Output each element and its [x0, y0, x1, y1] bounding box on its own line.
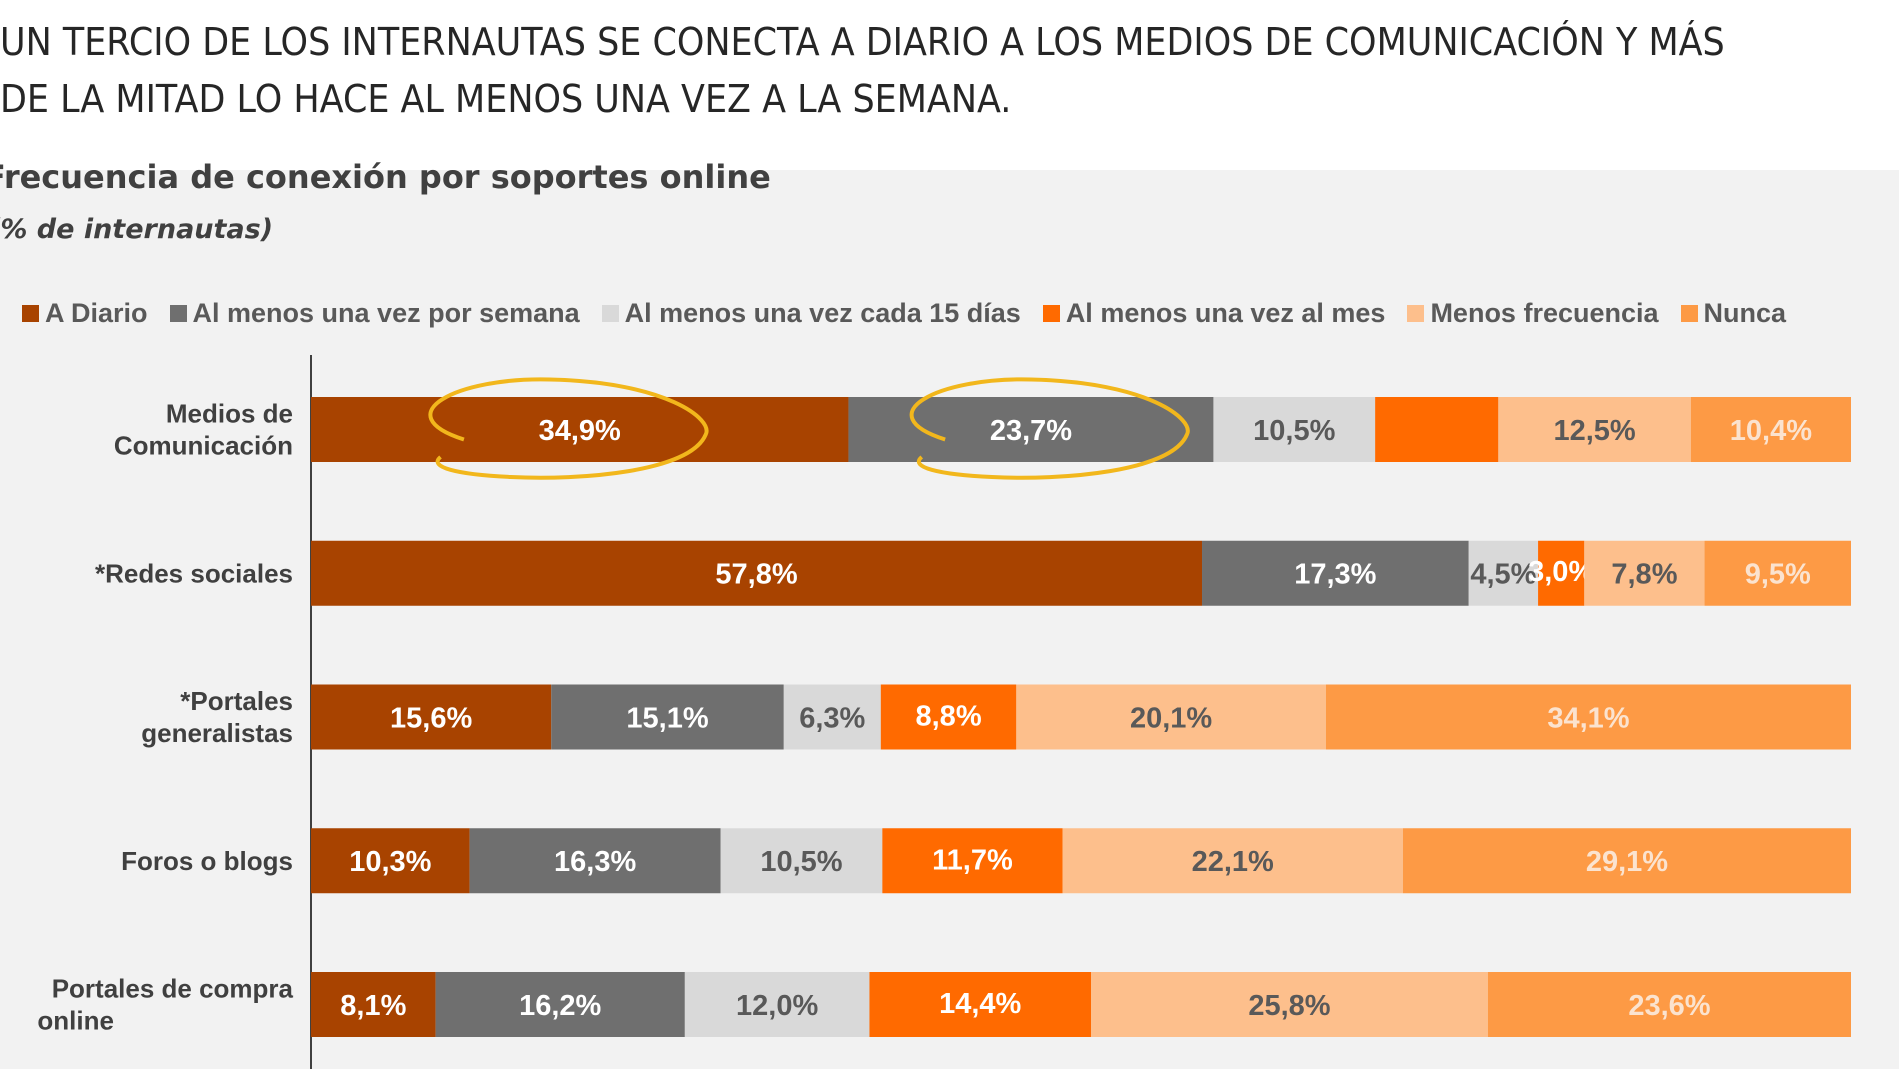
bar-segment — [1375, 397, 1499, 462]
legend-swatch — [1680, 304, 1698, 322]
bar-segment — [1704, 540, 1851, 606]
legend-swatch — [22, 304, 39, 322]
bar-segment — [1498, 397, 1691, 462]
legend-label: Nunca — [1703, 297, 1787, 328]
category-label: *Portales — [180, 686, 293, 716]
bar-segment — [783, 684, 881, 750]
bar-segment — [1016, 684, 1326, 750]
data-label: 16,2% — [519, 990, 601, 1022]
legend-label: Al menos una vez cada 15 días — [624, 297, 1021, 328]
data-label: 25,8% — [1248, 990, 1330, 1022]
chart-subtitle: (% de internautas) — [0, 214, 274, 245]
data-label: 17,3% — [1294, 559, 1376, 591]
bar-segment — [1690, 397, 1851, 462]
category-label: Medios de — [166, 399, 293, 429]
data-label: 4,5% — [1470, 559, 1536, 591]
category-label: Foros o blogs — [121, 846, 293, 876]
legend-label: Al menos una vez por semana — [192, 297, 580, 328]
chart-title: Frecuencia de conexión por soportes onli… — [0, 158, 771, 196]
legend-swatch — [1407, 304, 1425, 322]
bar-segment — [1062, 828, 1403, 894]
data-label: 10,3% — [349, 846, 431, 878]
bar-segment — [1487, 972, 1851, 1037]
category-label: Comunicación — [114, 431, 293, 461]
bar-segment — [1091, 972, 1488, 1037]
data-label: 15,1% — [626, 702, 708, 734]
bar-segment — [1538, 540, 1585, 606]
category-label: generalistas — [141, 718, 293, 748]
category-label: online — [37, 1006, 114, 1036]
bar-segment — [848, 397, 1214, 462]
bar-segment — [684, 972, 870, 1037]
bar-segment — [880, 684, 1017, 750]
data-label: 10,5% — [760, 846, 842, 878]
bar-segment — [1584, 540, 1705, 606]
bar-segment — [1202, 540, 1469, 606]
bar-segment — [469, 828, 721, 894]
legend-label: A Diario — [45, 297, 148, 328]
data-label: 16,3% — [554, 846, 636, 878]
legend-item-1: Al menos una vez por semana — [169, 297, 580, 329]
category-label: *Redes sociales — [95, 558, 293, 588]
bar-segment — [1325, 684, 1851, 750]
legend-item-2: Al menos una vez cada 15 días — [601, 297, 1021, 329]
data-label: 22,1% — [1192, 846, 1274, 878]
data-label: 10,4% — [1730, 415, 1812, 447]
bar-segment — [311, 828, 470, 894]
legend-swatch — [601, 304, 619, 322]
data-label: 11,7% — [932, 844, 1013, 876]
bar-segment — [311, 397, 849, 462]
legend-swatch — [169, 304, 187, 322]
legend-item-5: Nunca — [1680, 297, 1787, 329]
legend-label: Menos frecuencia — [1430, 297, 1659, 328]
data-label: 57,8% — [715, 559, 797, 591]
headline-line-2: DE LA MITAD LO HACE AL MENOS UNA VEZ A L… — [0, 77, 1012, 121]
bar-segment — [720, 828, 883, 894]
legend-label: Al menos una vez al mes — [1065, 297, 1386, 328]
legend-item-3: Al menos una vez al mes — [1042, 297, 1386, 329]
data-label: 23,6% — [1628, 990, 1710, 1022]
chart-legend: A Diario Al menos una vez por semana Al me… — [22, 296, 1808, 330]
data-label: 12,0% — [736, 990, 818, 1022]
data-label: 34,1% — [1547, 702, 1629, 734]
data-label: 8,1% — [340, 990, 406, 1022]
data-label: 6,3% — [799, 702, 865, 734]
bar-segment — [435, 972, 685, 1037]
bar-segment — [1402, 828, 1851, 894]
legend-swatch — [1042, 304, 1060, 322]
data-label: 7,8% — [1611, 559, 1677, 591]
data-label: 10,5% — [1253, 415, 1335, 447]
data-label: 14,4% — [939, 988, 1021, 1020]
bar-segment — [311, 684, 552, 750]
category-label: Portales de compra — [52, 974, 294, 1004]
chart-background — [0, 170, 1899, 1069]
data-label: 9,5% — [1745, 559, 1811, 591]
data-label: 20,1% — [1130, 702, 1212, 734]
bar-segment — [882, 828, 1063, 894]
data-label: 12,5% — [1553, 415, 1635, 447]
bar-segment — [551, 684, 784, 750]
bar-segment — [1213, 397, 1376, 462]
bar-segment — [869, 972, 1091, 1037]
headline: UN TERCIO DE LOS INTERNAUTAS SE CONECTA … — [0, 14, 1747, 128]
headline-line-1: UN TERCIO DE LOS INTERNAUTAS SE CONECTA … — [0, 20, 1725, 64]
data-label: 34,9% — [539, 415, 621, 447]
legend-item-0: A Diario — [22, 298, 148, 329]
bar-segment — [311, 972, 436, 1037]
data-label: 29,1% — [1586, 846, 1668, 878]
highlight-ellipse — [909, 377, 1190, 480]
data-label: 15,6% — [390, 702, 472, 734]
bar-segment — [311, 540, 1203, 606]
data-label: 23,7% — [990, 415, 1072, 447]
highlight-ellipse — [428, 377, 709, 480]
legend-item-4: Menos frecuencia — [1407, 297, 1659, 329]
data-label: 8,8% — [916, 701, 982, 733]
data-label: 3,0% — [1528, 556, 1594, 588]
bar-segment — [1468, 540, 1539, 606]
